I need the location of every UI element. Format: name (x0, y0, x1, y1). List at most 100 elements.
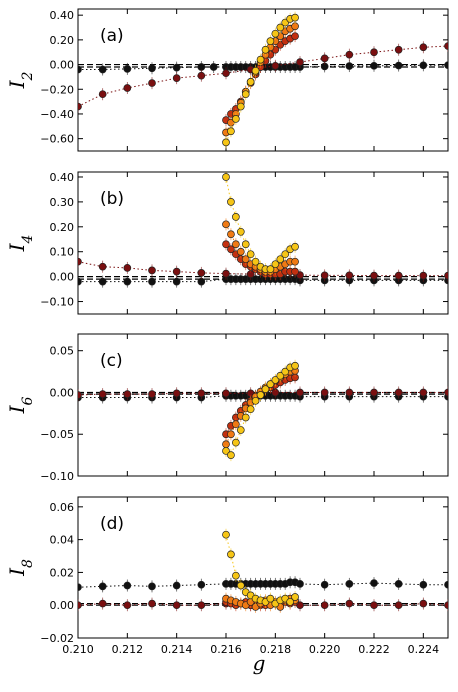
series-2 (78, 40, 448, 113)
y-tick-label: 0.20 (50, 34, 75, 47)
y-tick-label: 0.00 (50, 271, 75, 284)
data-point (320, 271, 329, 280)
data-point (241, 413, 250, 422)
y-tick-label: 0.00 (50, 599, 75, 612)
panel-label: (b) (100, 189, 124, 209)
data-point (232, 115, 240, 123)
data-point (296, 58, 304, 66)
x-tick-label: 0.220 (309, 643, 341, 656)
data-point (197, 269, 206, 277)
data-point (296, 580, 304, 588)
data-point (123, 84, 132, 92)
data-point (227, 451, 235, 459)
y-tick-label: −0.20 (40, 83, 74, 96)
plot-area (78, 359, 448, 462)
data-point (123, 601, 132, 610)
axes-frame (77, 496, 449, 639)
data-point (232, 212, 240, 221)
data-point (266, 380, 275, 388)
data-point (246, 250, 255, 259)
data-point (291, 593, 299, 601)
data-point (172, 389, 181, 398)
data-point (227, 127, 235, 136)
data-point (78, 277, 82, 286)
data-point (370, 601, 378, 610)
data-point (197, 63, 206, 71)
data-point (98, 277, 107, 286)
data-point (394, 61, 403, 70)
data-point (232, 438, 240, 447)
data-point (291, 361, 299, 370)
x-tick-label: 0.218 (260, 643, 292, 656)
data-point (444, 601, 448, 610)
panel-b: −0.10 0.00 0.10 0.20 0.30 0.40 (b) I4 (5, 171, 449, 315)
data-point (123, 65, 132, 73)
data-point (261, 385, 270, 393)
data-point (222, 220, 230, 229)
data-point (320, 601, 329, 610)
data-point (172, 74, 181, 82)
data-point (345, 580, 354, 588)
data-point (320, 580, 329, 589)
data-point (232, 240, 240, 249)
y-axis-label: I8 (5, 559, 36, 577)
x-tick-label: 0.210 (62, 643, 94, 656)
data-point (394, 271, 403, 280)
data-point (98, 599, 107, 608)
axes-frame (77, 171, 449, 315)
data-point (345, 50, 354, 59)
data-point (266, 594, 275, 603)
data-point (78, 601, 82, 610)
data-point (345, 271, 354, 280)
data-point (123, 264, 132, 272)
y-tick-label: 0.40 (50, 9, 75, 22)
data-point (148, 277, 156, 286)
x-tick-label: 0.214 (161, 643, 193, 656)
data-point (98, 262, 107, 271)
plot-area (78, 11, 448, 149)
data-point (148, 390, 156, 398)
data-point (444, 271, 448, 280)
data-point (227, 430, 235, 439)
panel-label: (d) (100, 514, 124, 534)
data-point (148, 64, 156, 73)
data-point (172, 63, 181, 72)
data-point (276, 371, 285, 380)
x-tick-label: 0.212 (112, 643, 144, 656)
panel-label: (a) (100, 26, 124, 46)
data-point (291, 13, 299, 22)
data-point (271, 61, 280, 70)
data-point (222, 173, 230, 181)
data-point (444, 388, 448, 397)
panels: −0.60 −0.40 −0.20 0.00 0.20 0.40 (a) I2 −0.10 0.0… (5, 8, 449, 656)
data-point (123, 581, 132, 590)
data-point (232, 571, 240, 580)
data-point (236, 581, 245, 590)
data-point (222, 447, 230, 455)
data-point (78, 257, 82, 266)
data-point (197, 389, 206, 398)
data-point (419, 599, 428, 608)
series-3 (222, 371, 299, 441)
data-point (276, 255, 285, 264)
y-axis-label: I4 (5, 235, 36, 253)
data-point (227, 230, 235, 239)
series-1 (78, 576, 448, 594)
data-point (271, 29, 280, 38)
data-point (222, 138, 230, 147)
data-point (370, 579, 378, 587)
y-tick-label: −0.60 (40, 133, 74, 146)
data-point (419, 388, 428, 397)
data-point (394, 580, 403, 588)
y-tick-label: 0.10 (50, 246, 75, 259)
data-point (222, 69, 230, 78)
data-point (266, 37, 275, 45)
y-axis-label: I6 (5, 397, 36, 415)
data-point (148, 582, 156, 591)
y-tick-label: 0.30 (50, 196, 75, 209)
data-point (291, 257, 299, 266)
data-point (291, 267, 299, 276)
data-point (394, 45, 403, 54)
data-point (197, 71, 206, 80)
